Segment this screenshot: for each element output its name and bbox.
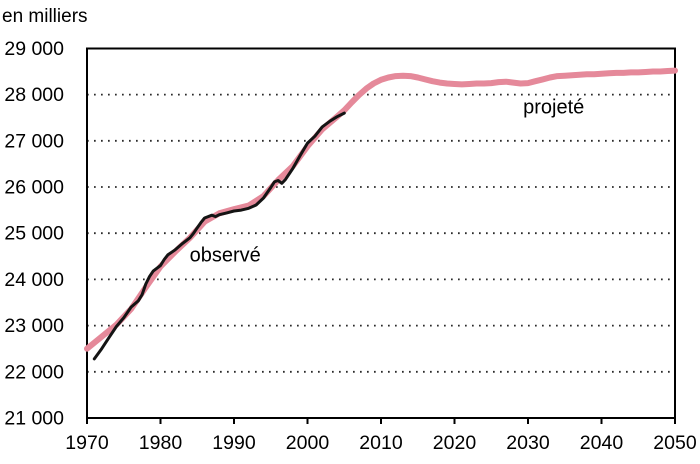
- observed-line: [92, 111, 346, 361]
- y-axis-tick-label: 26 000: [4, 177, 64, 199]
- x-axis-tick-label: 2040: [580, 432, 624, 454]
- projected-line: [84, 67, 678, 352]
- x-axis-tick-label: 2050: [653, 432, 697, 454]
- observed-series-label: observé: [189, 244, 261, 267]
- y-axis-tick-label: 24 000: [4, 269, 64, 291]
- y-axis-tick-label: 21 000: [4, 408, 64, 430]
- x-axis-tick-label: 2030: [506, 432, 550, 454]
- y-axis-tick-label: 29 000: [4, 38, 64, 60]
- y-axis-tick-label: 25 000: [4, 223, 64, 245]
- y-axis-tick-label: 27 000: [4, 130, 64, 152]
- x-axis-tick-label: 2020: [433, 432, 477, 454]
- y-axis-unit-label: en milliers: [2, 6, 88, 27]
- y-axis-tick-label: 23 000: [4, 315, 64, 337]
- x-axis-tick-label: 1980: [139, 432, 183, 454]
- projected-series-label: projeté: [523, 96, 585, 119]
- y-axis-tick-label: 22 000: [4, 361, 64, 383]
- y-axis-tick-label: 28 000: [4, 84, 64, 106]
- x-axis-tick-label: 1970: [65, 432, 109, 454]
- x-axis-tick-label: 1990: [212, 432, 256, 454]
- x-axis-tick-label: 2000: [286, 432, 330, 454]
- x-axis-tick-label: 2010: [359, 432, 403, 454]
